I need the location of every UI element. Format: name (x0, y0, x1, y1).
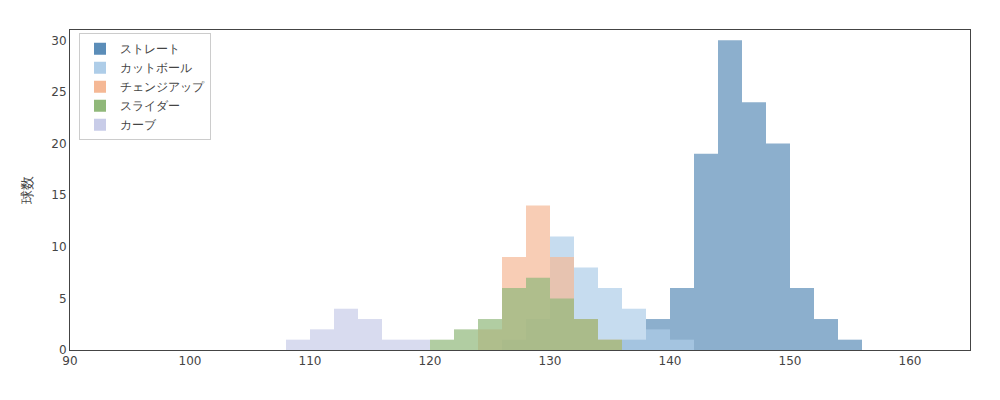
svg-text:10: 10 (51, 240, 66, 254)
svg-text:0: 0 (59, 343, 67, 357)
svg-text:100: 100 (179, 354, 202, 368)
svg-text:150: 150 (779, 354, 802, 368)
svg-text:120: 120 (419, 354, 442, 368)
svg-text:チェンジアップ: チェンジアップ (120, 80, 205, 94)
svg-text:110: 110 (299, 354, 322, 368)
svg-text:球数: 球数 (19, 176, 35, 204)
svg-text:15: 15 (51, 188, 66, 202)
svg-text:ストレート: ストレート (120, 42, 180, 56)
svg-text:90: 90 (62, 354, 77, 368)
svg-text:25: 25 (51, 85, 66, 99)
svg-text:スライダー: スライダー (120, 99, 180, 113)
svg-text:5: 5 (59, 292, 67, 306)
svg-text:30: 30 (51, 34, 66, 48)
svg-text:カットボール: カットボール (120, 61, 192, 75)
svg-text:カーブ: カーブ (120, 118, 157, 132)
svg-text:140: 140 (659, 354, 682, 368)
svg-text:130: 130 (539, 354, 562, 368)
svg-text:160: 160 (899, 354, 922, 368)
svg-text:20: 20 (51, 137, 66, 151)
